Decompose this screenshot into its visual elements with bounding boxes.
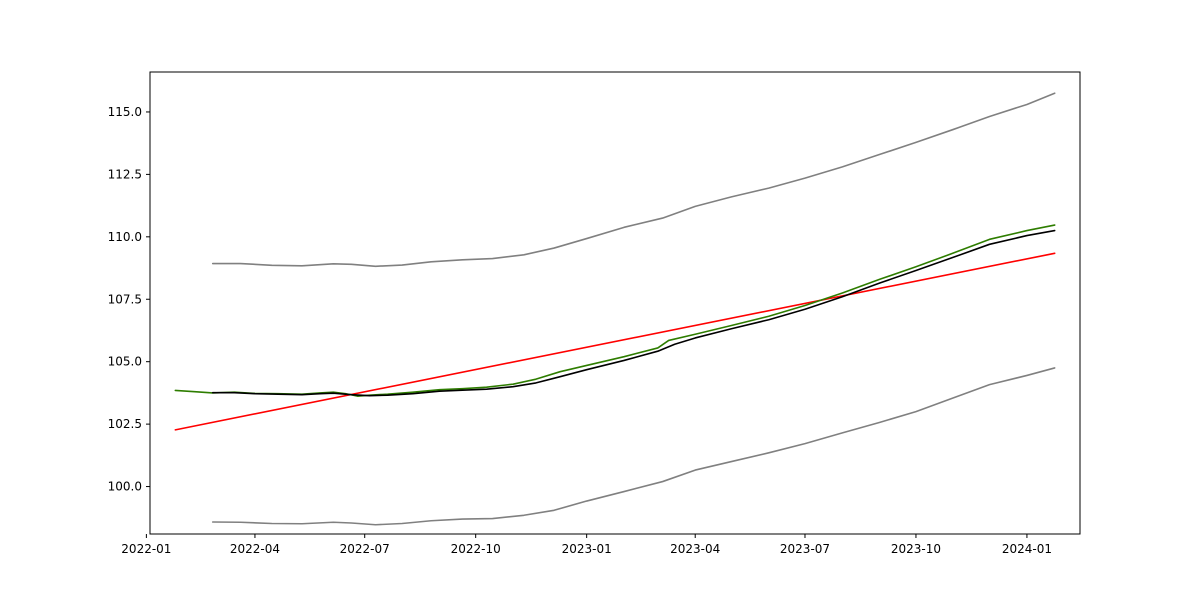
x-tick-label: 2023-04	[670, 542, 720, 556]
x-tick-label: 2022-04	[230, 542, 280, 556]
x-tick-label: 2024-01	[1002, 542, 1052, 556]
y-tick-label: 110.0	[108, 230, 142, 244]
x-tick-label: 2022-10	[451, 542, 501, 556]
y-tick-label: 102.5	[108, 417, 142, 431]
x-tick-label: 2022-07	[340, 542, 390, 556]
y-tick-label: 115.0	[108, 105, 142, 119]
series-line-4	[174, 224, 1056, 397]
y-tick-label: 107.5	[108, 292, 142, 306]
series-line-1	[211, 92, 1056, 268]
x-axis: 2022-01 2022-04 2022-07 2022-10 2023-01 2023-…	[121, 534, 1052, 556]
x-tick-label: 2023-07	[780, 542, 830, 556]
series-line-2	[211, 367, 1056, 526]
x-tick-label: 2022-01	[121, 542, 171, 556]
series-line-5	[211, 229, 1056, 397]
y-tick-label: 100.0	[108, 480, 142, 494]
y-tick-label: 105.0	[108, 355, 142, 369]
plot-frame	[149, 71, 1081, 535]
x-tick-label: 2023-10	[891, 542, 941, 556]
y-axis: 100.0 102.5 105.0 107.5 110.0 112.5 115.0	[108, 105, 150, 494]
x-tick-label: 2023-01	[562, 542, 612, 556]
y-tick-label: 112.5	[108, 167, 142, 181]
series-line-3	[174, 252, 1056, 431]
series-layer	[174, 92, 1056, 526]
